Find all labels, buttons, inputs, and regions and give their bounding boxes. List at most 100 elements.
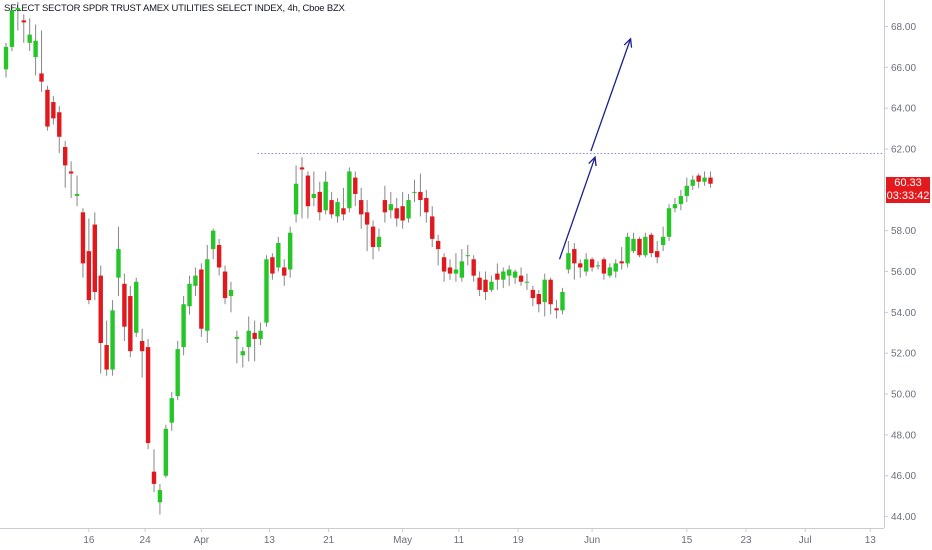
x-tick-label: 11 bbox=[454, 535, 465, 546]
candle-body bbox=[406, 200, 411, 219]
candle-body bbox=[222, 271, 228, 299]
arrow-line bbox=[558, 156, 596, 260]
candle-body bbox=[187, 283, 192, 307]
candle-body bbox=[501, 271, 506, 280]
candle-body bbox=[264, 259, 269, 323]
candle-body bbox=[708, 177, 713, 184]
candle-body bbox=[465, 255, 470, 257]
x-tick-label: 21 bbox=[323, 535, 335, 546]
candle-body bbox=[347, 171, 352, 209]
x-tick-label: 24 bbox=[140, 535, 152, 546]
candle-body bbox=[193, 275, 198, 286]
candle-body bbox=[234, 336, 240, 339]
candle-body bbox=[625, 236, 630, 264]
bar-countdown: 03:33:42 bbox=[886, 190, 930, 202]
candle-body bbox=[216, 244, 222, 268]
candle-body bbox=[122, 283, 127, 327]
candle-body bbox=[619, 261, 624, 264]
candle-body bbox=[21, 20, 26, 23]
candle-body bbox=[554, 308, 559, 311]
candle-body bbox=[649, 234, 654, 254]
candle-body bbox=[359, 200, 364, 215]
candle-body bbox=[110, 310, 115, 370]
y-tick-label: 68.00 bbox=[891, 22, 916, 33]
candle-body bbox=[329, 200, 334, 215]
last-price-value: 60.33 bbox=[894, 177, 922, 189]
candle-body bbox=[418, 191, 423, 201]
candle-body bbox=[86, 251, 92, 301]
candle-body bbox=[311, 193, 317, 199]
y-tick-label: 52.00 bbox=[891, 349, 916, 360]
candle-body bbox=[128, 296, 133, 352]
candle-body bbox=[364, 212, 370, 225]
candle-body bbox=[477, 277, 482, 290]
candle-body bbox=[376, 236, 382, 248]
candle-body bbox=[323, 181, 328, 211]
candle-body bbox=[583, 259, 589, 272]
x-tick-label: Jul bbox=[799, 535, 812, 546]
candle-body bbox=[211, 230, 216, 250]
candle-body bbox=[287, 232, 293, 270]
arrow-line bbox=[590, 38, 632, 152]
candle-body bbox=[424, 198, 429, 213]
candle-body bbox=[15, 8, 21, 11]
candle-body bbox=[341, 208, 346, 215]
candle-body bbox=[157, 490, 163, 503]
candle-body bbox=[382, 200, 388, 213]
arrow-head bbox=[623, 37, 633, 48]
candle-body bbox=[666, 208, 672, 237]
candle-body bbox=[589, 259, 595, 268]
candle-body bbox=[163, 428, 169, 476]
candle-body bbox=[560, 291, 565, 311]
y-tick-label: 56.00 bbox=[891, 267, 916, 278]
candle-body bbox=[388, 204, 393, 211]
candle-body bbox=[258, 330, 263, 339]
candle-body bbox=[524, 281, 530, 283]
candle-body bbox=[270, 257, 275, 274]
candle-body bbox=[151, 471, 157, 484]
candle-body bbox=[459, 261, 465, 278]
last-price-tag: 60.33 03:33:42 bbox=[886, 177, 930, 203]
candle-body bbox=[430, 216, 435, 239]
candle-body bbox=[394, 208, 399, 219]
candle-body bbox=[317, 191, 322, 213]
candle-body bbox=[63, 146, 68, 166]
candle-body bbox=[489, 281, 494, 290]
candle-body bbox=[276, 242, 281, 268]
y-tick-label: 54.00 bbox=[891, 308, 916, 319]
candle-body bbox=[578, 263, 583, 268]
candle-body bbox=[548, 279, 553, 305]
candle-body bbox=[98, 275, 103, 344]
candle-body bbox=[299, 167, 305, 170]
candle-body bbox=[57, 112, 62, 137]
y-tick-label: 66.00 bbox=[891, 63, 916, 74]
candle-body bbox=[453, 269, 459, 274]
candle-body bbox=[175, 349, 180, 397]
x-tick-label: 13 bbox=[865, 535, 877, 546]
y-tick-label: 48.00 bbox=[891, 430, 916, 441]
candle-body bbox=[181, 304, 186, 348]
candle-body bbox=[51, 102, 56, 119]
candle-body bbox=[435, 240, 441, 250]
candle-body bbox=[441, 257, 447, 272]
y-tick-label: 44.00 bbox=[891, 512, 916, 523]
candle-body bbox=[471, 259, 476, 276]
y-tick-label: 58.00 bbox=[891, 226, 916, 237]
candle-body bbox=[495, 273, 500, 280]
candle-body bbox=[678, 195, 684, 205]
x-tick-label: 15 bbox=[681, 535, 693, 546]
candle-body bbox=[282, 267, 287, 276]
arrow-head bbox=[588, 155, 597, 167]
candle-body bbox=[252, 332, 257, 339]
candle-body bbox=[507, 269, 512, 276]
candle-body bbox=[655, 251, 660, 258]
candle-body bbox=[27, 34, 32, 43]
candle-body bbox=[246, 330, 251, 348]
y-tick-label: 46.00 bbox=[891, 471, 916, 482]
candle-body bbox=[518, 275, 524, 282]
candle-body bbox=[684, 185, 689, 196]
candle-body bbox=[92, 224, 97, 292]
candle-body bbox=[205, 259, 210, 331]
candle-body bbox=[353, 177, 358, 194]
